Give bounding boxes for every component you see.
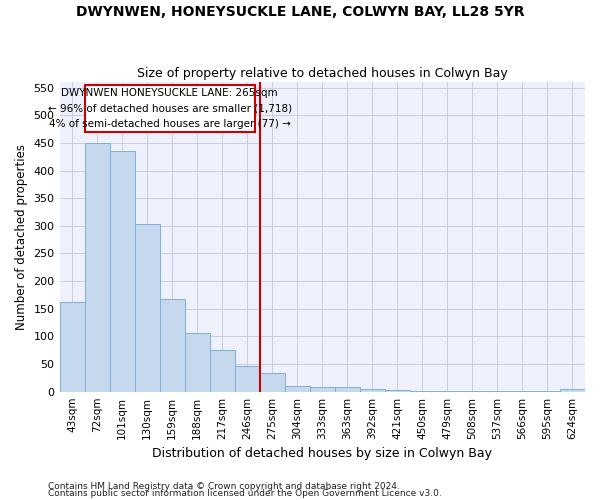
Bar xyxy=(85,85,255,132)
Bar xyxy=(310,388,335,392)
Bar xyxy=(260,374,285,392)
Bar xyxy=(335,388,360,392)
Bar xyxy=(285,386,310,392)
Bar xyxy=(110,151,134,392)
Text: Contains public sector information licensed under the Open Government Licence v3: Contains public sector information licen… xyxy=(48,490,442,498)
Bar xyxy=(185,332,209,392)
Text: Contains HM Land Registry data © Crown copyright and database right 2024.: Contains HM Land Registry data © Crown c… xyxy=(48,482,400,491)
Bar xyxy=(385,390,410,392)
Text: DWYNWEN, HONEYSUCKLE LANE, COLWYN BAY, LL28 5YR: DWYNWEN, HONEYSUCKLE LANE, COLWYN BAY, L… xyxy=(76,5,524,19)
Title: Size of property relative to detached houses in Colwyn Bay: Size of property relative to detached ho… xyxy=(137,66,508,80)
Bar xyxy=(510,391,535,392)
Bar xyxy=(560,389,585,392)
Bar xyxy=(209,350,235,392)
Bar xyxy=(410,390,435,392)
Bar xyxy=(134,224,160,392)
Text: DWYNWEN HONEYSUCKLE LANE: 265sqm
← 96% of detached houses are smaller (1,718)
4%: DWYNWEN HONEYSUCKLE LANE: 265sqm ← 96% o… xyxy=(47,88,292,129)
X-axis label: Distribution of detached houses by size in Colwyn Bay: Distribution of detached houses by size … xyxy=(152,447,492,460)
Bar xyxy=(435,390,460,392)
Bar xyxy=(360,389,385,392)
Bar xyxy=(460,390,485,392)
Bar xyxy=(59,302,85,392)
Bar xyxy=(485,390,510,392)
Bar xyxy=(535,391,560,392)
Bar xyxy=(160,300,185,392)
Y-axis label: Number of detached properties: Number of detached properties xyxy=(15,144,28,330)
Bar xyxy=(85,143,110,392)
Bar xyxy=(235,366,260,392)
